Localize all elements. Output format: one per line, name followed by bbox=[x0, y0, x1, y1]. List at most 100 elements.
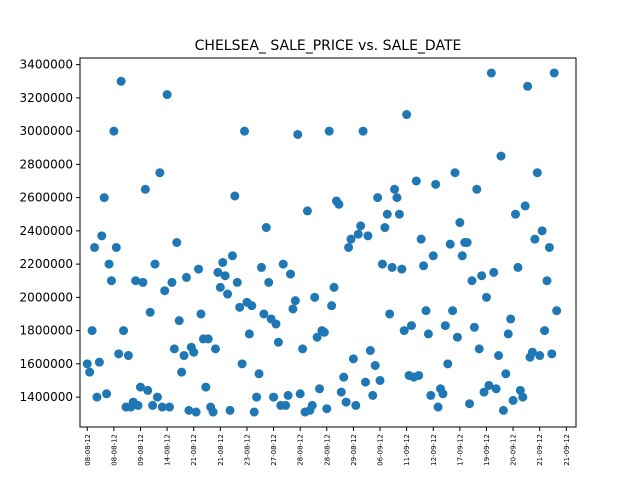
data-point bbox=[82, 359, 92, 369]
data-point bbox=[363, 231, 373, 241]
data-point bbox=[286, 269, 295, 279]
data-point bbox=[201, 382, 211, 392]
x-tick-label: 21-08-12 bbox=[217, 434, 225, 466]
data-point bbox=[445, 239, 455, 249]
data-point bbox=[165, 402, 175, 412]
data-point bbox=[114, 349, 124, 359]
axes: 1400000 1600000 1800000 2000000 2200000 24000… bbox=[20, 57, 577, 466]
data-point bbox=[336, 387, 346, 397]
data-point bbox=[213, 267, 223, 277]
y-tick-label: 2600000 bbox=[20, 191, 73, 205]
data-point bbox=[210, 344, 220, 354]
data-point bbox=[196, 309, 206, 319]
data-point bbox=[481, 292, 491, 302]
data-point bbox=[479, 387, 489, 397]
data-point bbox=[273, 337, 283, 347]
data-point bbox=[373, 193, 383, 203]
data-point bbox=[208, 407, 218, 417]
data-point bbox=[465, 399, 475, 409]
data-point bbox=[433, 402, 443, 412]
y-tick-label: 3200000 bbox=[20, 91, 73, 105]
chart-title: CHELSEA_ SALE_PRICE vs. SALE_DATE bbox=[195, 38, 462, 54]
data-point bbox=[327, 301, 337, 311]
data-point bbox=[537, 226, 547, 236]
data-point bbox=[215, 282, 225, 292]
data-point bbox=[92, 392, 102, 402]
data-point bbox=[443, 359, 453, 369]
data-point bbox=[365, 346, 375, 356]
data-point bbox=[513, 262, 523, 272]
data-point bbox=[138, 277, 148, 287]
data-point bbox=[133, 400, 143, 410]
data-point bbox=[252, 392, 262, 402]
y-tick-label: 2800000 bbox=[20, 157, 73, 171]
data-point bbox=[368, 390, 378, 400]
data-point bbox=[322, 404, 332, 414]
data-point bbox=[419, 261, 429, 271]
data-point bbox=[431, 179, 441, 189]
data-point bbox=[85, 367, 95, 377]
data-point bbox=[511, 209, 521, 219]
data-point bbox=[123, 351, 133, 361]
data-point bbox=[361, 377, 370, 387]
x-tick-label: 08-08-12 bbox=[84, 434, 92, 466]
x-tick-label: 19-09-12 bbox=[483, 434, 491, 466]
data-point bbox=[421, 306, 431, 316]
data-point bbox=[448, 306, 458, 316]
data-point bbox=[109, 126, 119, 136]
data-point bbox=[484, 380, 494, 390]
data-point bbox=[223, 289, 233, 299]
data-point bbox=[544, 242, 554, 252]
data-point bbox=[145, 307, 155, 317]
data-point bbox=[426, 390, 436, 400]
data-point bbox=[523, 81, 533, 91]
data-point bbox=[148, 400, 158, 410]
x-tick-label: 17-09-12 bbox=[456, 434, 464, 466]
data-point bbox=[334, 199, 344, 209]
data-point bbox=[269, 392, 279, 402]
x-tick-label: 21-08-12 bbox=[190, 434, 198, 466]
data-point bbox=[143, 385, 153, 395]
data-point bbox=[494, 351, 504, 361]
data-point bbox=[295, 389, 305, 399]
data-point bbox=[535, 351, 545, 361]
data-point bbox=[104, 259, 114, 269]
data-point bbox=[414, 370, 424, 380]
data-point bbox=[397, 264, 407, 274]
data-point bbox=[394, 209, 404, 219]
x-tick-label: 21-09-12 bbox=[563, 434, 571, 466]
data-point bbox=[508, 395, 518, 405]
data-point bbox=[411, 176, 421, 186]
data-point bbox=[375, 375, 385, 385]
x-tick-label: 11-09-12 bbox=[403, 434, 411, 466]
data-point bbox=[290, 296, 300, 306]
data-point bbox=[225, 405, 235, 415]
data-point bbox=[240, 126, 250, 136]
data-point bbox=[189, 347, 199, 357]
data-point bbox=[438, 389, 448, 399]
data-points bbox=[82, 68, 562, 417]
data-point bbox=[244, 329, 254, 339]
data-point bbox=[324, 126, 334, 136]
data-point bbox=[402, 110, 412, 120]
data-point bbox=[119, 326, 129, 336]
data-point bbox=[194, 264, 204, 274]
data-point bbox=[346, 234, 356, 244]
x-tick-label: 23-08-12 bbox=[243, 434, 251, 466]
data-point bbox=[310, 292, 320, 302]
y-tick-label: 1800000 bbox=[20, 324, 73, 338]
data-point bbox=[423, 329, 433, 339]
data-point bbox=[111, 242, 121, 252]
data-point bbox=[94, 357, 104, 367]
data-point bbox=[348, 354, 358, 364]
data-point bbox=[99, 193, 109, 203]
data-point bbox=[140, 184, 150, 194]
data-point bbox=[370, 361, 380, 370]
y-tick-label: 2200000 bbox=[20, 257, 73, 271]
data-point bbox=[358, 126, 368, 136]
data-point bbox=[302, 206, 312, 216]
data-point bbox=[392, 193, 402, 203]
plot-frame bbox=[79, 57, 577, 428]
x-tick-label: 20-09-12 bbox=[510, 434, 518, 466]
